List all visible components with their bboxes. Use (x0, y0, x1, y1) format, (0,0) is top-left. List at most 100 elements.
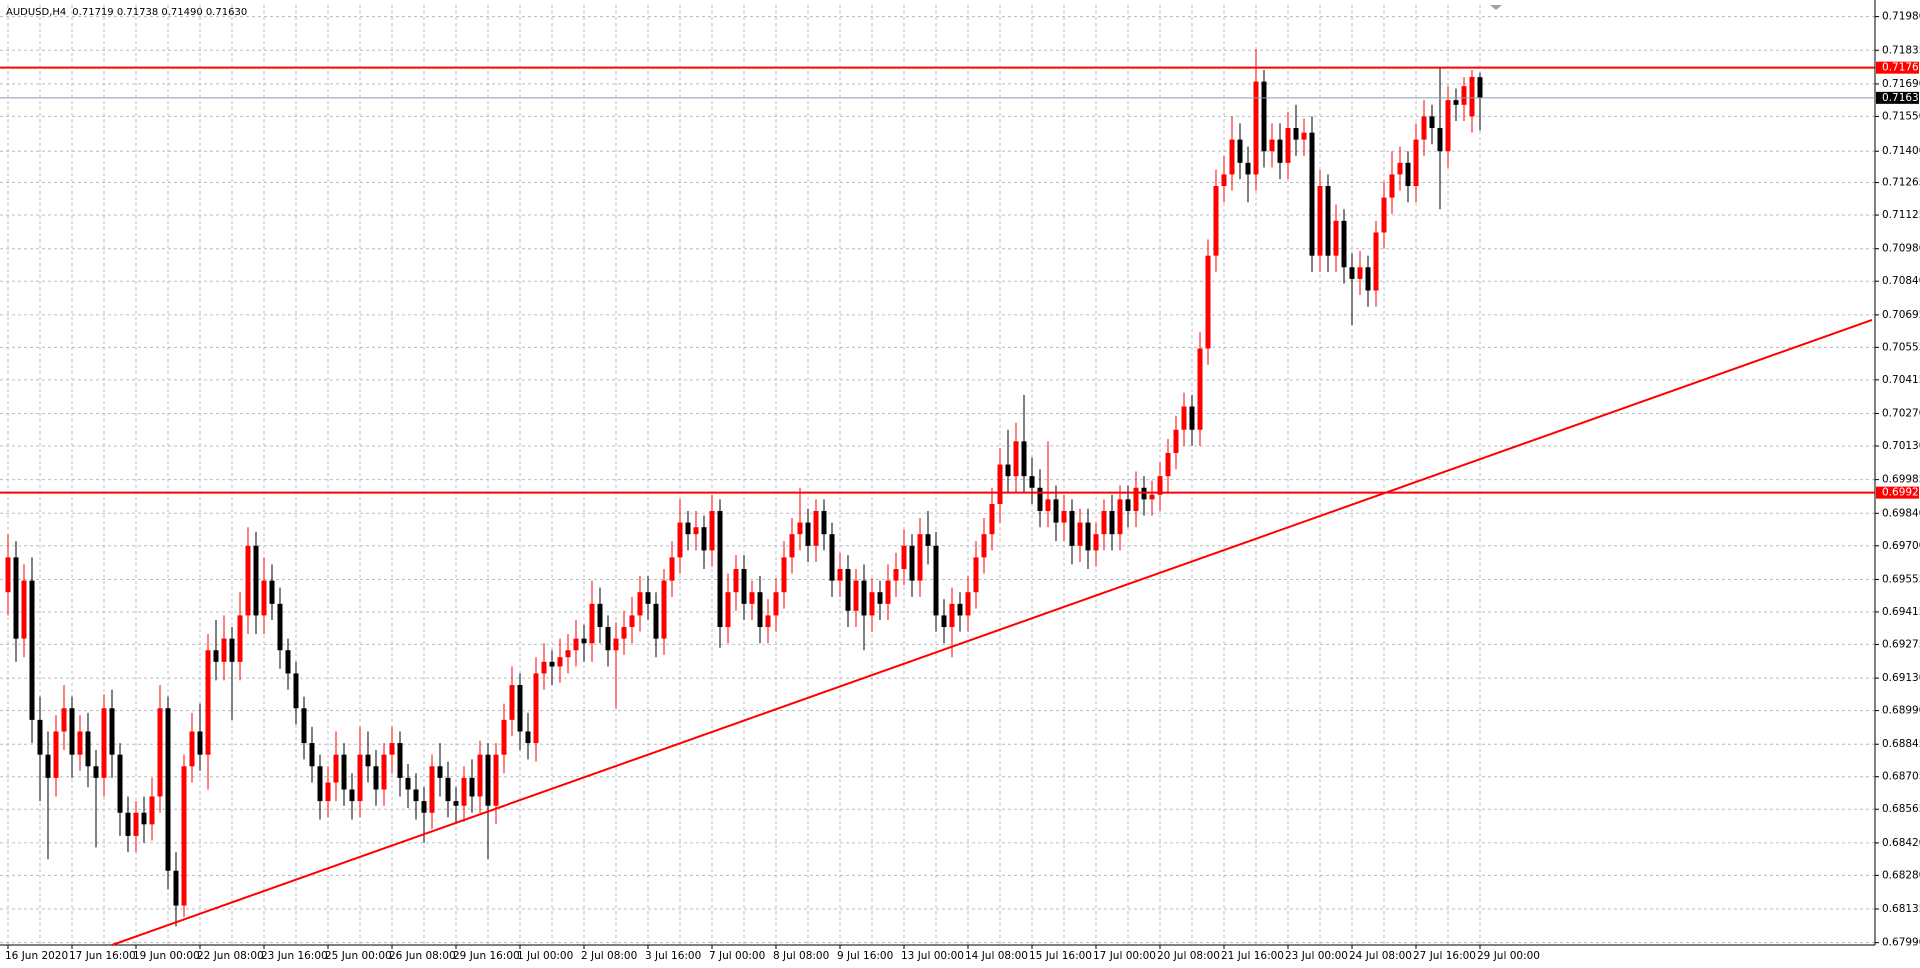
candle-body (781, 557, 787, 593)
candle-body (1477, 77, 1483, 98)
candle-body (1333, 220, 1339, 256)
candle-body (1461, 86, 1467, 105)
candle-body (725, 592, 731, 628)
candle-body (1197, 348, 1203, 430)
y-tick-label: 0.68705 (1882, 771, 1920, 783)
candle-body (981, 534, 987, 558)
candle-body (525, 731, 531, 744)
level-label-bg (1876, 61, 1919, 74)
x-tick-label: 25 Jun 00:00 (325, 950, 392, 962)
candle-body (533, 673, 539, 744)
candle-body (445, 777, 451, 802)
candle-body (1453, 100, 1459, 105)
candle-body (77, 731, 83, 755)
candle-body (1085, 522, 1091, 551)
candle-body (1365, 267, 1371, 291)
candle-body (349, 789, 355, 802)
candle-body (573, 638, 579, 651)
candle-body (917, 534, 923, 581)
candle-body (117, 754, 123, 813)
y-tick-label: 0.70415 (1882, 374, 1920, 386)
y-tick-label: 0.69415 (1882, 606, 1920, 618)
candle-body (885, 580, 891, 604)
candle-body (757, 592, 763, 628)
candle-body (797, 522, 803, 535)
candle-body (541, 661, 547, 674)
candle-body (1469, 76, 1475, 117)
candle-body (965, 592, 971, 616)
y-tick-label: 0.68565 (1882, 803, 1920, 815)
candle-body (61, 708, 67, 732)
y-tick-label: 0.70695 (1882, 309, 1920, 321)
candle-body (1229, 139, 1235, 175)
candle-body (365, 754, 371, 767)
candle-body (1389, 174, 1395, 198)
candle-body (749, 592, 755, 604)
candle-body (1349, 267, 1355, 279)
y-tick-label: 0.71125 (1882, 209, 1920, 221)
candle-body (717, 510, 723, 628)
candle-body (509, 685, 515, 720)
candle-body (1077, 522, 1083, 546)
candle-body (141, 812, 147, 825)
candle-body (253, 545, 259, 616)
candle-body (109, 708, 115, 755)
candle-body (317, 766, 323, 802)
candle-body (1357, 267, 1363, 279)
candle-body (973, 557, 979, 593)
candle-body (637, 592, 643, 616)
x-tick-label: 14 Jul 08:00 (965, 950, 1028, 962)
candle-body (789, 534, 795, 558)
candle-body (997, 464, 1003, 505)
candle-body (1021, 441, 1027, 477)
candle-body (909, 545, 915, 581)
candle-body (589, 603, 595, 644)
candle-body (1317, 186, 1323, 256)
candle-body (549, 661, 555, 667)
candle-body (1309, 132, 1315, 256)
candle-body (661, 580, 667, 639)
candle-body (1189, 406, 1195, 430)
candle-body (157, 708, 163, 797)
x-tick-label: 8 Jul 08:00 (773, 950, 829, 962)
candle-body (813, 510, 819, 546)
candle-body (1069, 510, 1075, 546)
candle-body (1245, 162, 1251, 175)
level-label: 0.71630 (1882, 92, 1920, 104)
y-tick-label: 0.68135 (1882, 903, 1920, 915)
x-tick-label: 17 Jun 16:00 (69, 950, 136, 962)
candle-body (773, 592, 779, 616)
chart-header: AUDUSD,H4 0.71719 0.71738 0.71490 0.71630 (6, 7, 247, 18)
x-tick-label: 16 Jun 2020 (5, 950, 68, 962)
candle-body (1437, 128, 1443, 152)
candle-body (285, 650, 291, 674)
candle-body (989, 504, 995, 535)
x-tick-label: 20 Jul 08:00 (1157, 950, 1220, 962)
x-tick-label: 9 Jul 16:00 (837, 950, 893, 962)
candle-body (93, 766, 99, 778)
candle-body (245, 545, 251, 616)
candle-body (389, 743, 395, 755)
x-tick-label: 29 Jul 00:00 (1477, 950, 1540, 962)
candle-body (645, 592, 651, 604)
candle-body (685, 522, 691, 535)
x-tick-label: 17 Jul 00:00 (1093, 950, 1156, 962)
y-tick-label: 0.69985 (1882, 474, 1920, 486)
candle-body (429, 766, 435, 813)
candle-body (621, 627, 627, 639)
candle-body (1253, 81, 1259, 175)
candle-body (1237, 139, 1243, 163)
candle-body (709, 510, 715, 551)
candle-body (1293, 128, 1299, 140)
candle-body (1261, 81, 1267, 152)
y-tick-label: 0.71835 (1882, 44, 1920, 56)
candle-body (461, 777, 467, 806)
candle-body (229, 638, 235, 662)
